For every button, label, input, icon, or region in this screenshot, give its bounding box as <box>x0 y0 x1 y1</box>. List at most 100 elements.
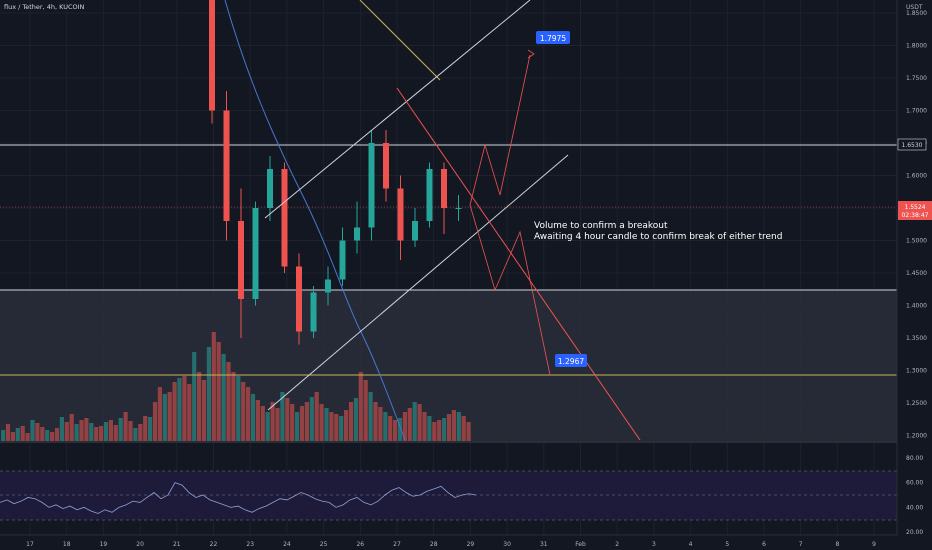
volume-bar <box>344 410 349 442</box>
time-tick: Feb <box>575 541 586 548</box>
channel-upper-line[interactable] <box>264 0 531 219</box>
volume-bar <box>25 433 30 442</box>
candle-body <box>252 208 259 299</box>
volume-bar <box>123 412 128 442</box>
volume-bar <box>397 418 403 442</box>
time-tick: 3 <box>652 541 656 548</box>
time-tick: 29 <box>467 541 475 548</box>
volume-bar <box>152 402 158 442</box>
volume-bar <box>285 398 290 442</box>
volume-bar <box>172 382 177 442</box>
volume-bar <box>241 382 246 442</box>
time-tick: 6 <box>762 541 766 548</box>
price-grid <box>0 0 897 535</box>
candle-body <box>397 188 404 241</box>
volume-bar <box>280 392 285 442</box>
volume-bar <box>54 428 60 442</box>
price-tick: 1.4500 <box>906 270 927 277</box>
volume-bar <box>260 406 265 442</box>
descending-trend-line[interactable] <box>396 87 641 441</box>
time-tick: 25 <box>320 541 328 548</box>
target-up-label[interactable]: 1.7975 <box>536 31 570 44</box>
time-tick: 26 <box>356 541 364 548</box>
candle-body <box>383 143 389 189</box>
volume-bar <box>319 404 324 442</box>
annotation-line-1[interactable]: Volume to confirm a breakout <box>534 221 668 231</box>
price-tick: 1.8000 <box>906 43 927 50</box>
annotation-line-2[interactable]: Awaiting 4 hour candle to confirm break … <box>534 232 782 242</box>
candle-body <box>310 292 317 332</box>
volume-bar <box>393 420 398 442</box>
candle-body <box>325 279 331 293</box>
volume-bar <box>187 384 192 442</box>
symbol-title: flux / Tether, 4h, KUCOIN <box>4 3 85 11</box>
price-tick: 1.4000 <box>906 303 927 310</box>
volume-bar <box>334 414 339 442</box>
volume-bar <box>246 387 251 442</box>
volume-bar <box>402 412 407 442</box>
volume-bar <box>295 412 300 442</box>
price-tick: 1.8500 <box>906 10 927 17</box>
volume-bar <box>309 397 314 442</box>
volume-bar <box>10 432 15 442</box>
bearish-projection-path <box>469 204 551 376</box>
target-up-text: 1.7975 <box>540 34 566 43</box>
volume-bar <box>270 402 275 442</box>
volume-bar <box>1 430 6 442</box>
moving-average-yellow <box>359 0 441 81</box>
rsi-axis-ticks: 80.00 60.00 40.00 20.00 <box>906 455 923 536</box>
volume-bar <box>5 424 11 442</box>
volume-bar <box>89 423 94 442</box>
currency-label: USDT <box>906 4 923 11</box>
volume-bar <box>388 416 393 442</box>
volume-bar <box>290 404 295 442</box>
volume-bar <box>103 422 109 442</box>
volume-bar <box>373 402 378 442</box>
volume-bar <box>383 412 388 442</box>
candle-body <box>296 266 302 332</box>
rsi-band <box>0 471 897 520</box>
last-price-text: 1.5524 <box>905 204 926 211</box>
volume-bar <box>353 398 358 442</box>
volume-bar <box>138 424 143 442</box>
volume-bars <box>1 332 471 442</box>
volume-bar <box>211 332 216 442</box>
volume-bar <box>192 352 197 442</box>
volume-bar <box>456 412 461 442</box>
volume-bar <box>255 400 260 442</box>
volume-bar <box>442 418 447 442</box>
volume-bar <box>314 392 319 442</box>
price-tick: 1.7000 <box>906 108 927 115</box>
candle-body <box>441 169 447 208</box>
volume-bar <box>15 428 20 442</box>
volume-bar <box>339 416 344 442</box>
rsi-tick: 40.00 <box>906 504 923 511</box>
volume-bar <box>427 416 432 442</box>
price-axis-bg[interactable] <box>897 0 932 550</box>
volume-bar <box>206 347 211 442</box>
volume-bar <box>226 362 231 442</box>
price-tick: 1.2000 <box>906 433 927 440</box>
target-down-label[interactable]: 1.2967 <box>555 354 587 367</box>
time-axis-bg[interactable] <box>0 535 932 550</box>
price-tick: 1.2500 <box>906 400 927 407</box>
rsi-tick: 80.00 <box>906 455 923 462</box>
volume-bar <box>94 427 99 442</box>
candle-body <box>339 240 346 280</box>
time-tick: 20 <box>136 541 144 548</box>
candle-body <box>209 0 215 111</box>
price-tick: 1.6000 <box>906 173 927 180</box>
channel-lower-line[interactable] <box>267 154 569 411</box>
price-tick: 1.5000 <box>906 238 927 245</box>
time-tick: 21 <box>173 541 181 548</box>
volume-bar <box>69 414 74 442</box>
volume-bar <box>162 394 167 442</box>
volume-bar <box>412 402 417 442</box>
time-tick: 24 <box>283 541 291 548</box>
volume-bar <box>216 342 221 442</box>
volume-bar <box>275 408 280 442</box>
volume-bar <box>466 422 471 442</box>
time-tick: 30 <box>503 541 511 548</box>
volume-bar <box>446 414 452 442</box>
